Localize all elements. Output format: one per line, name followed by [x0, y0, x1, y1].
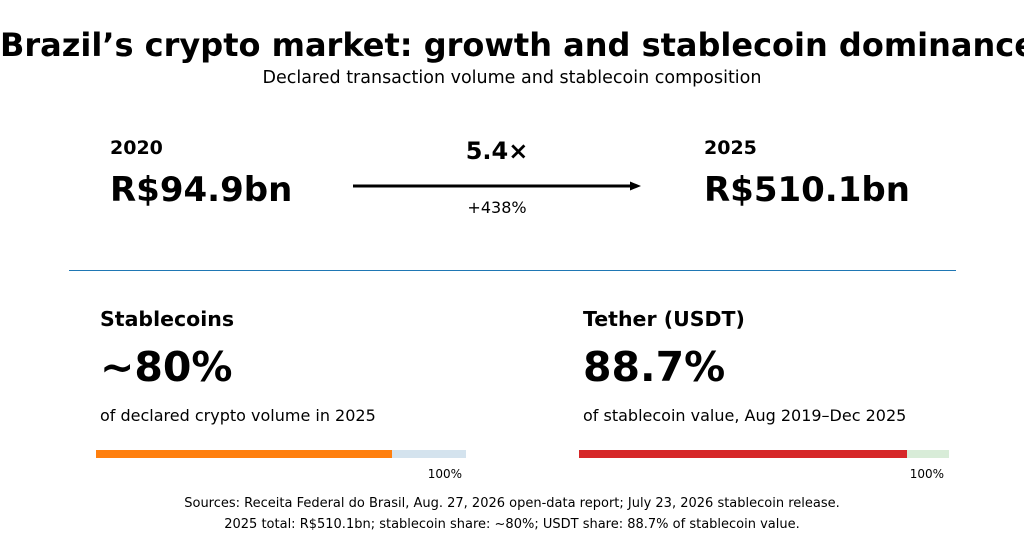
usdt-card-label: Tether (USDT) [583, 307, 745, 331]
usdt-share-bar-fill [579, 450, 908, 458]
end-year-label: 2025 [704, 137, 757, 159]
growth-multiplier: 5.4× [465, 137, 529, 165]
section-divider [69, 270, 956, 271]
summary-note: 2025 total: R$510.1bn; stablecoin share:… [224, 517, 800, 532]
stablecoins-bar-max-label: 100% [427, 467, 462, 481]
chart-subtitle: Declared transaction volume and stableco… [262, 68, 762, 88]
growth-arrow-icon [353, 181, 641, 191]
start-volume-value: R$94.9bn [110, 170, 293, 210]
end-volume-value: R$510.1bn [704, 170, 910, 210]
usdt-card-description: of stablecoin value, Aug 2019–Dec 2025 [583, 406, 907, 425]
usdt-bar-max-label: 100% [909, 467, 944, 481]
start-year-label: 2020 [110, 137, 163, 159]
stablecoins-card-description: of declared crypto volume in 2025 [100, 406, 376, 425]
usdt-card-value: 88.7% [583, 343, 726, 391]
stablecoins-card-value: ~80% [100, 343, 233, 391]
stablecoins-share-bar-fill [96, 450, 392, 458]
usdt-share-bar-track [579, 450, 949, 458]
source-note: Sources: Receita Federal do Brasil, Aug.… [184, 496, 840, 511]
growth-percent-change: +438% [467, 198, 527, 217]
stablecoins-card-label: Stablecoins [100, 307, 235, 331]
stablecoins-share-bar-track [96, 450, 466, 458]
chart-title: Brazil’s crypto market: growth and stabl… [0, 26, 1024, 64]
